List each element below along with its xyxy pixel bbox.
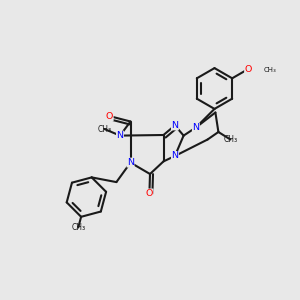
Text: O: O bbox=[106, 112, 113, 121]
Text: O: O bbox=[244, 64, 252, 74]
Text: N: N bbox=[192, 123, 200, 132]
Text: CH₃: CH₃ bbox=[71, 223, 85, 232]
Text: N: N bbox=[127, 158, 134, 167]
Text: N: N bbox=[171, 152, 178, 160]
Text: CH₃: CH₃ bbox=[223, 135, 238, 144]
Text: O: O bbox=[146, 189, 153, 198]
Text: N: N bbox=[116, 131, 124, 140]
Text: CH₃: CH₃ bbox=[263, 67, 276, 73]
Text: CH₃: CH₃ bbox=[97, 124, 112, 134]
Text: N: N bbox=[171, 121, 178, 130]
